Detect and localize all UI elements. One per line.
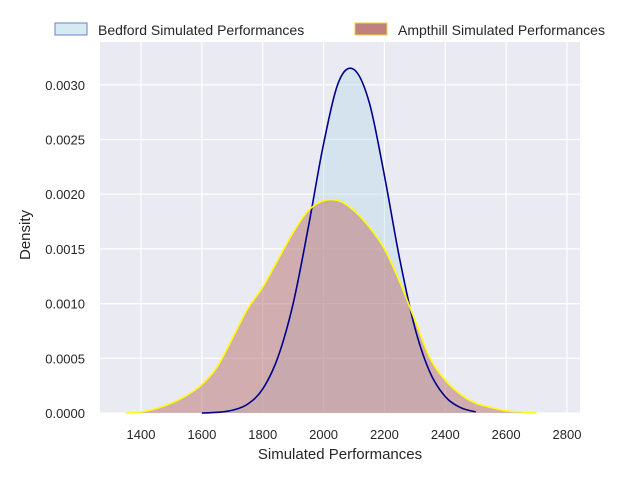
y-tick-label: 0.0010 [45, 297, 85, 312]
x-tick-label: 1800 [248, 427, 277, 442]
x-tick-label: 2600 [492, 427, 521, 442]
y-tick-label: 0.0030 [45, 78, 85, 93]
y-tick-label: 0.0000 [45, 406, 85, 421]
legend-label-ampthill: Ampthill Simulated Performances [398, 22, 605, 38]
x-tick-label: 2800 [553, 427, 582, 442]
x-tick-label: 1400 [127, 427, 156, 442]
x-axis-ticks: 1400 1600 1800 2000 2200 2400 2600 2800 [127, 427, 582, 442]
bedford-density-line [201, 67, 476, 414]
density-areas [125, 67, 537, 414]
ampthill-density-line [125, 198, 537, 414]
ampthill-density-fill [125, 199, 537, 413]
y-tick-label: 0.0025 [45, 133, 85, 148]
y-axis-label: Density [17, 209, 34, 260]
x-tick-label: 1600 [187, 427, 216, 442]
y-tick-label: 0.0005 [45, 351, 85, 366]
legend: Bedford Simulated Performances Ampthill … [54, 22, 605, 38]
x-tick-label: 2400 [431, 427, 460, 442]
legend-swatch-bedford [54, 22, 88, 36]
y-tick-label: 0.0015 [45, 242, 85, 257]
x-axis-label: Simulated Performances [258, 446, 422, 463]
x-tick-label: 2000 [309, 427, 338, 442]
y-tick-label: 0.0020 [45, 187, 85, 202]
x-tick-label: 2200 [370, 427, 399, 442]
legend-label-bedford: Bedford Simulated Performances [98, 22, 304, 38]
y-axis-ticks: 0.0000 0.0005 0.0010 0.0015 0.0020 0.0025 0.00… [45, 78, 85, 421]
legend-swatch-ampthill [354, 22, 388, 36]
